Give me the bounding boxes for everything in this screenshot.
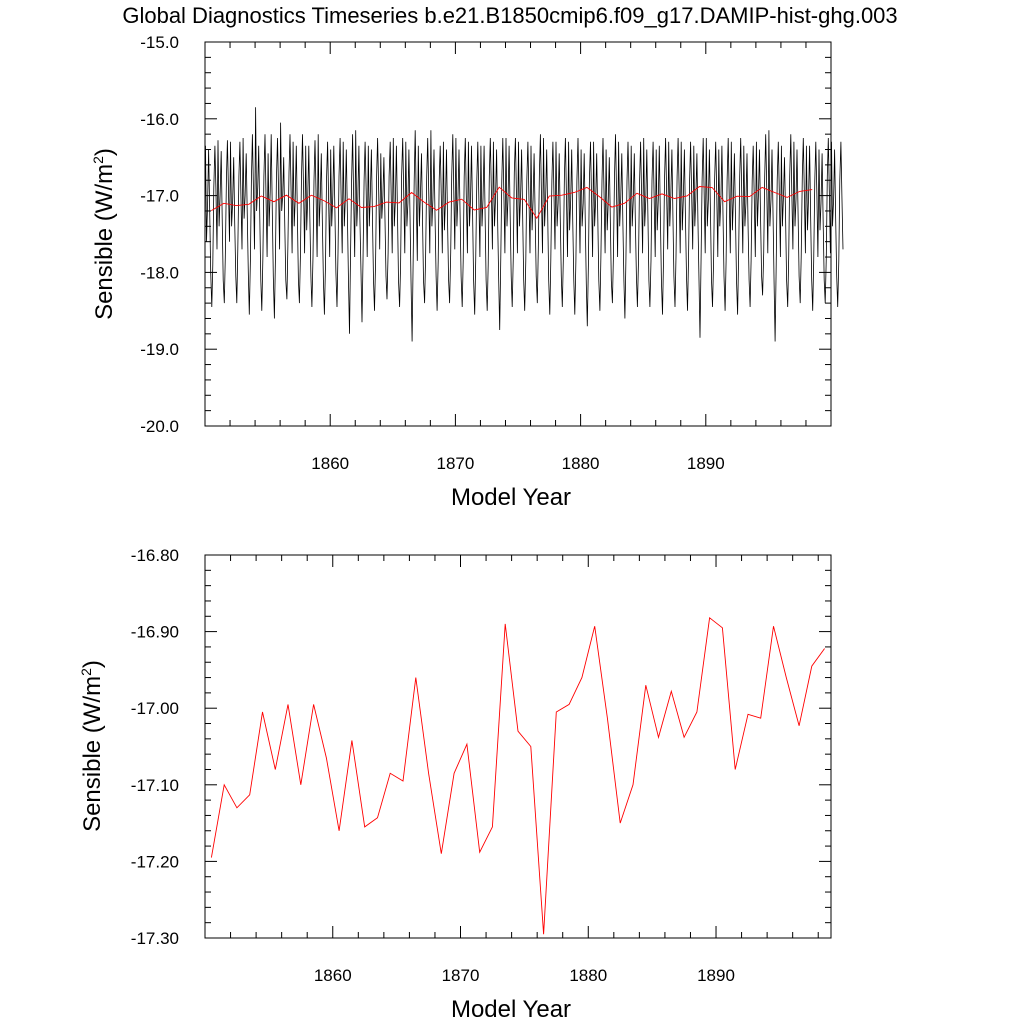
bottom-series-line-0 [210,616,825,935]
bottom-x-tick-label: 1890 [697,966,735,985]
bottom-x-tick-label: 1860 [314,966,352,985]
top-series-line-0 [205,107,844,342]
chart-title: Global Diagnostics Timeseries b.e21.B185… [122,3,897,28]
top-y-tick-label: -15.0 [140,33,179,52]
top-x-tick-label: 1880 [562,454,600,473]
top-y-label-sup: 2 [90,156,106,164]
bottom-axes-ticks: -17.30 -17.20 -17.10 -17.00 -16.90 -16.80 1860… [131,546,831,985]
bottom-y-label-main: Sensible (W/m [79,676,106,832]
top-x-tick-label: 1860 [311,454,349,473]
top-y-tick-label: -20.0 [140,417,179,436]
bottom-y-axis-label: Sensible (W/m2) [78,660,106,832]
bottom-y-tick-label: -16.90 [131,623,179,642]
top-series-line-1 [211,186,813,220]
bottom-plot-clip-area [210,616,825,935]
top-x-tick-label: 1870 [436,454,474,473]
bottom-y-tick-label: -17.10 [131,776,179,795]
top-y-axis-label: Sensible (W/m2) [90,148,118,320]
bottom-y-tick-label: -16.80 [131,546,179,565]
top-axes-ticks: -20.0 -19.0 -18.0 -17.0 -16.0 -15.0 1860 1870 18… [140,33,831,473]
bottom-plot-frame [204,554,832,939]
top-y-tick-label: -18.0 [140,263,179,282]
top-plot-frame [204,41,832,427]
top-x-axis-label: Model Year [451,484,571,511]
bottom-y-tick-label: -17.00 [131,699,179,718]
bottom-y-tick-label: -17.20 [131,852,179,871]
top-y-label-main: Sensible (W/m [91,164,118,320]
top-y-tick-label: -16.0 [140,110,179,129]
top-y-label-end: ) [91,148,118,156]
bottom-y-label-end: ) [79,660,106,668]
bottom-panel: -17.30 -17.20 -17.10 -17.00 -16.90 -16.80 1860… [78,546,832,1023]
bottom-y-label-sup: 2 [78,668,94,676]
bottom-x-axis-label: Model Year [451,996,571,1023]
bottom-x-tick-label: 1870 [442,966,480,985]
top-plot-clip-area [205,107,844,342]
top-panel: -20.0 -19.0 -18.0 -17.0 -16.0 -15.0 1860 1870 18… [90,33,844,511]
bottom-x-tick-label: 1880 [569,966,607,985]
top-y-tick-label: -19.0 [140,340,179,359]
top-x-tick-label: 1890 [687,454,725,473]
bottom-y-tick-label: -17.30 [131,929,179,948]
top-y-tick-label: -17.0 [140,187,179,206]
